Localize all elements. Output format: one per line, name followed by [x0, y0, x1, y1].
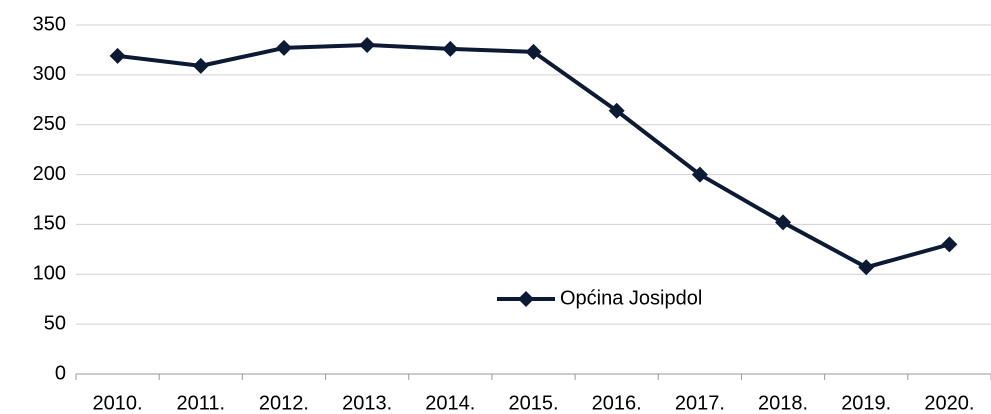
x-tick-label: 2017. [675, 392, 725, 414]
point-marker [275, 39, 292, 56]
x-tick-label: 2010. [93, 392, 143, 414]
x-tick-label: 2014. [425, 392, 475, 414]
y-tick-label: 50 [44, 312, 66, 334]
x-tick-label: 2019. [841, 392, 891, 414]
y-tick-label: 350 [33, 13, 66, 35]
y-tick-label: 150 [33, 213, 66, 235]
y-tick-label: 250 [33, 113, 66, 135]
x-tick-label: 2012. [259, 392, 309, 414]
point-marker [858, 259, 875, 276]
series-line [117, 42, 950, 270]
point-marker [608, 102, 625, 119]
x-tick-label: 2011. [176, 392, 225, 414]
x-tick-label: 2013. [342, 392, 392, 414]
y-tick-label: 300 [33, 63, 66, 85]
point-marker [775, 214, 792, 231]
x-tick-label: 2018. [758, 392, 808, 414]
point-marker [442, 40, 459, 57]
point-marker [109, 47, 126, 64]
point-marker [192, 57, 209, 74]
legend-marker [518, 291, 534, 307]
y-tick-label: 100 [33, 263, 66, 285]
point-marker [525, 43, 542, 60]
y-tick-label: 200 [33, 163, 66, 185]
point-marker [941, 236, 958, 253]
point-marker [691, 166, 708, 183]
x-tick-label: 2015. [508, 392, 558, 414]
x-tick-label: 2016. [592, 392, 642, 414]
legend-label: Općina Josipdol [560, 287, 702, 309]
point-marker [359, 36, 376, 53]
x-tick-label: 2020. [924, 392, 974, 414]
y-tick-label: 0 [55, 362, 66, 384]
